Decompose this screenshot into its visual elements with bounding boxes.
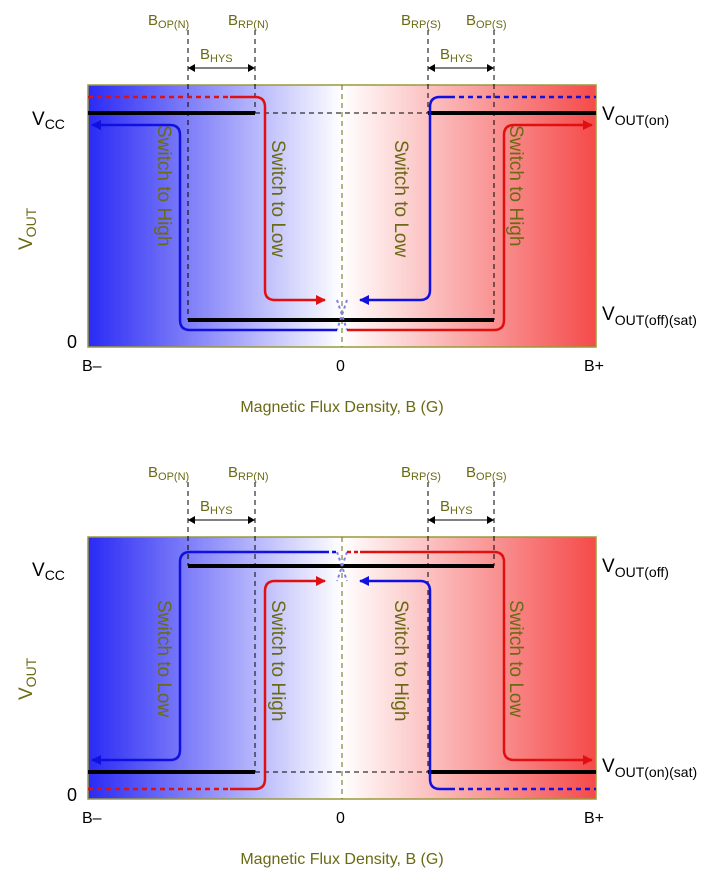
north-pole-region — [88, 85, 342, 347]
brp-n-label: BRP(N) — [228, 464, 269, 483]
zero-y-label: 0 — [67, 785, 77, 805]
switch-label-left-inner: Switch to Low — [267, 140, 288, 257]
bop-n-label: BOP(N) — [148, 464, 189, 483]
y-axis-label: VOUT — [16, 657, 39, 700]
x-tick-right: B+ — [584, 810, 604, 827]
right-label-lower: VOUT(on)(sat) — [602, 756, 697, 780]
crossover — [336, 551, 348, 582]
hys-right-label: BHYS — [440, 46, 473, 65]
switch-label-right-inner: Switch to Low — [390, 140, 411, 257]
x-tick-center: 0 — [336, 810, 345, 827]
hys-right-label: BHYS — [440, 498, 473, 517]
right-label-upper: VOUT(on) — [602, 104, 669, 128]
switch-label-left-inner: Switch to High — [267, 600, 288, 721]
bop-n-label: BOP(N) — [148, 12, 189, 31]
red-switch-high-path — [230, 576, 326, 791]
hys-arrowheads — [188, 516, 494, 524]
x-axis-label: Magnetic Flux Density, B (G) — [240, 851, 443, 868]
switch-label-right-outer: Switch to High — [505, 125, 526, 246]
brp-s-label: BRP(S) — [401, 464, 441, 483]
switch-label-right-inner: Switch to High — [390, 600, 411, 721]
right-label-upper: VOUT(off) — [602, 556, 669, 580]
x-tick-right: B+ — [584, 358, 604, 375]
blue-switch-high-path — [359, 576, 450, 791]
red-switch-low-path — [360, 550, 593, 765]
y-axis-label: VOUT — [16, 207, 39, 250]
x-axis-label: Magnetic Flux Density, B (G) — [240, 399, 443, 416]
red-switch-high-path — [347, 120, 593, 332]
x-tick-center: 0 — [336, 358, 345, 375]
red-switch-low-path — [230, 95, 326, 305]
hys-left-label: BHYS — [200, 46, 233, 65]
bop-s-label: BOP(S) — [466, 464, 507, 483]
vcc-label: VCC — [32, 560, 65, 583]
switch-label-left-outer: Switch to High — [153, 125, 174, 246]
hys-left-label: BHYS — [200, 498, 233, 517]
hys-arrowheads — [188, 64, 494, 72]
right-label-lower: VOUT(off)(sat) — [602, 304, 697, 328]
top-diagram: BOP(N) BRP(N) BRP(S) BOP(S) BHYS BHYS Sw… — [16, 12, 697, 416]
zero-y-label: 0 — [67, 332, 77, 352]
blue-switch-high-path — [91, 120, 337, 332]
switch-label-right-outer: Switch to Low — [505, 600, 526, 717]
bottom-diagram: BOP(N) BRP(N) BRP(S) BOP(S) BHYS BHYS Sw… — [16, 464, 697, 868]
crossover — [336, 299, 348, 331]
x-tick-left: B– — [82, 358, 102, 375]
bop-s-label: BOP(S) — [466, 12, 507, 31]
switch-label-left-outer: Switch to Low — [153, 600, 174, 717]
brp-n-label: BRP(N) — [228, 12, 269, 31]
blue-switch-low-path — [91, 550, 325, 765]
brp-s-label: BRP(S) — [401, 12, 441, 31]
south-pole-region — [342, 85, 596, 347]
x-tick-left: B– — [82, 810, 102, 827]
blue-switch-low-path — [359, 95, 450, 305]
vcc-label: VCC — [32, 109, 65, 132]
